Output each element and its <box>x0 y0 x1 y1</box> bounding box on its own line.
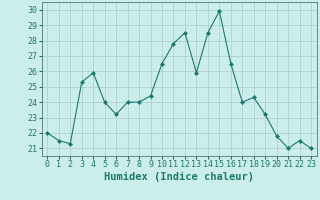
X-axis label: Humidex (Indice chaleur): Humidex (Indice chaleur) <box>104 172 254 182</box>
